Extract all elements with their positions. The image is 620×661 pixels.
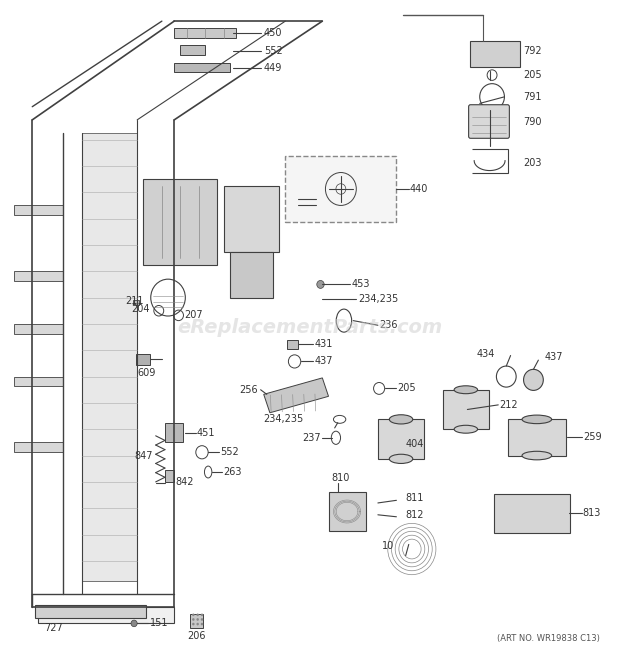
Text: 404: 404 [405,439,424,449]
Circle shape [192,618,195,621]
Text: 812: 812 [405,510,424,520]
Polygon shape [378,419,424,459]
Polygon shape [471,41,520,67]
Text: 205: 205 [523,70,541,80]
Text: 552: 552 [264,46,283,56]
Text: 204: 204 [131,304,149,314]
FancyBboxPatch shape [38,607,174,623]
Text: 792: 792 [523,46,541,56]
Text: 259: 259 [583,432,601,442]
Circle shape [201,618,203,621]
Text: 211: 211 [125,296,143,306]
Polygon shape [443,390,489,429]
Circle shape [197,623,199,625]
Polygon shape [14,377,63,387]
Text: 237: 237 [303,433,321,443]
Text: 609: 609 [137,368,156,378]
Text: 263: 263 [224,467,242,477]
Polygon shape [14,442,63,452]
Polygon shape [82,133,137,580]
Text: 847: 847 [134,451,153,461]
Text: 434: 434 [477,348,495,358]
Text: 450: 450 [264,28,282,38]
Text: 552: 552 [220,447,239,457]
Circle shape [201,613,203,616]
Text: 205: 205 [397,383,416,393]
Circle shape [192,623,195,625]
Text: 431: 431 [314,339,333,349]
Ellipse shape [389,414,413,424]
Circle shape [192,613,195,616]
Circle shape [131,620,137,627]
FancyBboxPatch shape [190,613,203,628]
Polygon shape [230,252,273,297]
Polygon shape [14,206,63,215]
FancyBboxPatch shape [469,104,510,138]
Text: (ART NO. WR19838 C13): (ART NO. WR19838 C13) [497,634,600,643]
Ellipse shape [454,425,477,433]
Text: 811: 811 [405,493,424,503]
Polygon shape [174,28,236,38]
Text: 151: 151 [149,619,168,629]
Circle shape [317,280,324,288]
Text: 813: 813 [583,508,601,518]
FancyBboxPatch shape [494,494,570,533]
Text: eReplacementParts.com: eReplacementParts.com [177,318,443,336]
Polygon shape [35,605,146,618]
Polygon shape [224,186,279,252]
Ellipse shape [454,386,477,394]
Polygon shape [165,422,184,442]
Text: 207: 207 [185,311,203,321]
Text: 842: 842 [175,477,194,487]
FancyBboxPatch shape [136,354,149,365]
Text: 790: 790 [523,117,541,127]
Circle shape [197,618,199,621]
Polygon shape [143,179,218,264]
FancyBboxPatch shape [286,340,298,349]
FancyBboxPatch shape [165,470,174,482]
Circle shape [201,623,203,625]
Polygon shape [180,46,205,56]
Polygon shape [264,378,329,412]
Text: 203: 203 [523,158,541,168]
Text: 206: 206 [187,631,206,641]
Polygon shape [14,271,63,281]
Polygon shape [14,324,63,334]
Text: 437: 437 [544,352,563,362]
Text: 440: 440 [410,184,428,194]
Polygon shape [508,419,566,455]
Text: 449: 449 [264,63,282,73]
Text: 234,235: 234,235 [358,294,399,304]
Text: 727: 727 [45,623,63,633]
Polygon shape [329,492,366,531]
Circle shape [523,369,543,391]
Ellipse shape [389,454,413,463]
Text: 212: 212 [500,400,518,410]
Circle shape [197,613,199,616]
Text: 791: 791 [523,92,541,102]
Text: 453: 453 [352,280,371,290]
FancyBboxPatch shape [133,300,139,305]
Text: 234,235: 234,235 [264,414,304,424]
Text: 437: 437 [314,356,333,366]
Polygon shape [174,63,230,73]
Text: 451: 451 [197,428,216,438]
Text: 10: 10 [382,541,394,551]
FancyBboxPatch shape [285,156,396,222]
Text: 256: 256 [239,385,257,395]
Ellipse shape [522,415,552,424]
Text: 810: 810 [332,473,350,483]
Text: 236: 236 [379,320,397,330]
Ellipse shape [522,451,552,460]
